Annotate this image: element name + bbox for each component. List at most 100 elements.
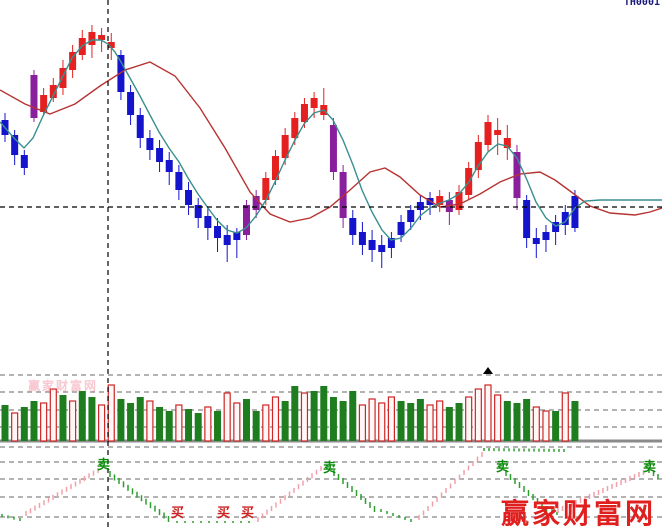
volume-bar-down — [310, 391, 318, 441]
candle-body — [262, 178, 270, 200]
volume-bar-down — [78, 391, 86, 441]
volume-bar-down — [156, 407, 164, 441]
candle-body — [165, 160, 173, 172]
volume-bar-down — [214, 411, 222, 441]
volume-bar-up — [49, 388, 57, 442]
volume-bar-up — [40, 402, 48, 442]
candle-body — [88, 32, 96, 45]
faint-site-watermark: 赢家财富网 — [28, 379, 99, 393]
volume-bar-up — [11, 412, 19, 442]
volume-bar-up — [484, 384, 492, 442]
candle-body — [20, 155, 28, 168]
candle-body — [455, 192, 463, 210]
volume-bar-down — [329, 397, 337, 441]
candle-body — [542, 232, 550, 240]
sell-signal-label: 卖 — [496, 459, 510, 474]
candle-body — [243, 205, 250, 235]
volume-bar-down — [136, 397, 144, 441]
candle-body — [494, 130, 502, 135]
candle-body — [146, 138, 154, 150]
candle-body — [59, 68, 67, 88]
candle-body — [571, 196, 579, 228]
candle-body — [69, 52, 77, 70]
volume-bar-down — [30, 401, 38, 441]
candle-body — [271, 156, 279, 180]
volume-bar-up — [378, 402, 386, 442]
candle-body — [349, 218, 357, 235]
candle-body — [117, 55, 125, 92]
volume-bar-down — [1, 405, 9, 441]
volume-bar-down — [407, 403, 415, 441]
volume-bar-down — [503, 401, 511, 441]
candle-body — [175, 172, 183, 190]
buy-signal-label: 买 — [241, 505, 255, 520]
volume-bar-up — [358, 404, 367, 442]
candle-body — [523, 200, 531, 238]
volume-bar-up — [262, 404, 270, 442]
volume-bar-down — [59, 395, 67, 441]
volume-bar-down — [20, 407, 28, 441]
candle-body — [397, 222, 405, 235]
candle-body — [358, 232, 366, 245]
volume-bar-up — [69, 400, 77, 442]
volume-bar-down — [513, 403, 521, 441]
candle-body — [503, 138, 511, 148]
volume-bar-up — [175, 404, 183, 442]
volume-bar-up — [387, 396, 395, 442]
ma-short-line — [0, 39, 662, 241]
candle-body — [49, 85, 57, 98]
buy-signal-label: 买 — [217, 505, 231, 520]
candle-body — [98, 35, 106, 40]
volume-bar-up — [97, 404, 106, 442]
volume-bar-down — [127, 403, 135, 441]
candle-body — [156, 148, 164, 162]
volume-bar-down — [194, 413, 202, 441]
volume-bar-down — [445, 407, 453, 441]
candle-body — [329, 125, 337, 172]
volume-bar-up — [494, 394, 502, 442]
volume-bar-up — [542, 410, 550, 442]
sell-signal-label: 卖 — [97, 457, 111, 472]
volume-bar-down — [252, 411, 260, 441]
candle-body — [378, 245, 386, 252]
volume-bar-down — [185, 409, 193, 441]
candle-body — [107, 42, 115, 48]
candle-body — [368, 240, 376, 250]
volume-bar-up — [233, 402, 241, 442]
volume-bar-up — [204, 406, 212, 442]
volume-bar-down — [455, 403, 463, 441]
site-watermark: 赢家财富网 — [501, 499, 657, 530]
candle-body — [281, 135, 289, 158]
volume-bar-up — [436, 400, 444, 442]
candle-body — [407, 210, 415, 222]
candle-body — [214, 226, 222, 238]
volume-bar-down — [349, 391, 357, 441]
candle-body — [474, 142, 482, 170]
candle-body — [387, 238, 395, 248]
candle-body — [40, 95, 48, 112]
volume-bar-up — [561, 392, 569, 442]
volume-bar-up — [107, 384, 115, 442]
volume-bar-up — [271, 396, 280, 442]
candle-body — [194, 205, 202, 218]
symbol-code-label: TH0001 — [623, 0, 660, 8]
candle-body — [127, 92, 135, 115]
candle-body — [416, 202, 424, 210]
volume-bar-down — [88, 397, 96, 441]
candle-body — [136, 115, 144, 138]
candle-body — [30, 75, 38, 118]
volume-bar-down — [117, 399, 125, 441]
ma-long-line — [0, 61, 662, 223]
candle-body — [561, 212, 569, 225]
volume-bar-down — [320, 386, 328, 441]
candle-body — [223, 235, 231, 245]
triangle-marker-icon — [483, 367, 493, 374]
volume-bar-up — [532, 406, 540, 442]
candle-body — [436, 196, 444, 205]
candle-body — [532, 238, 540, 244]
volume-bar-up — [300, 392, 309, 442]
sell-signal-label: 卖 — [323, 460, 337, 475]
volume-bar-up — [223, 392, 231, 442]
